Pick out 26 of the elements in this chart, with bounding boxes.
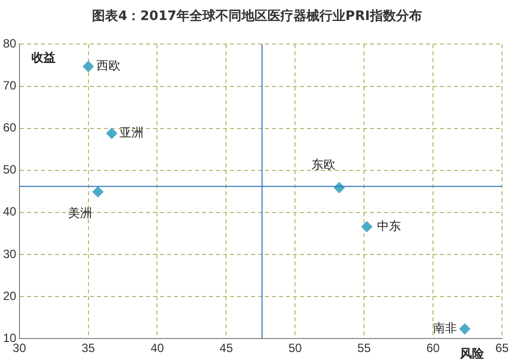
x-tick-label: 45 (220, 341, 234, 356)
series-label: 西欧 (96, 58, 120, 73)
x-tick-label: 55 (357, 341, 372, 356)
series-label: 中东 (376, 218, 401, 233)
y-tick-label: 60 (2, 120, 17, 135)
point (92, 186, 104, 198)
y-tick-label: 50 (2, 162, 17, 177)
x-tick-label: 40 (150, 341, 164, 356)
y-tick-label: 30 (2, 246, 17, 261)
y-tick-label: 40 (2, 204, 17, 219)
point (361, 221, 372, 232)
series-label: 亚洲 (120, 125, 144, 140)
chart-title: 图表4：2017年全球不同地区医疗器械行业PRI指数分布 (91, 8, 423, 26)
series-label: 东欧 (311, 158, 336, 172)
point (106, 128, 118, 139)
y-tick-label: 80 (2, 36, 17, 51)
y-axis-title: 收益 (31, 50, 56, 64)
x-tick-label: 60 (426, 341, 440, 356)
point (459, 323, 470, 334)
y-tick-label: 20 (2, 288, 17, 303)
x-tick-label: 35 (82, 341, 96, 356)
x-tick-label: 50 (288, 341, 302, 356)
x-tick-label: 65 (495, 341, 509, 356)
y-tick-label: 70 (2, 78, 17, 93)
point (82, 60, 94, 72)
series-label: 南非 (432, 321, 457, 336)
